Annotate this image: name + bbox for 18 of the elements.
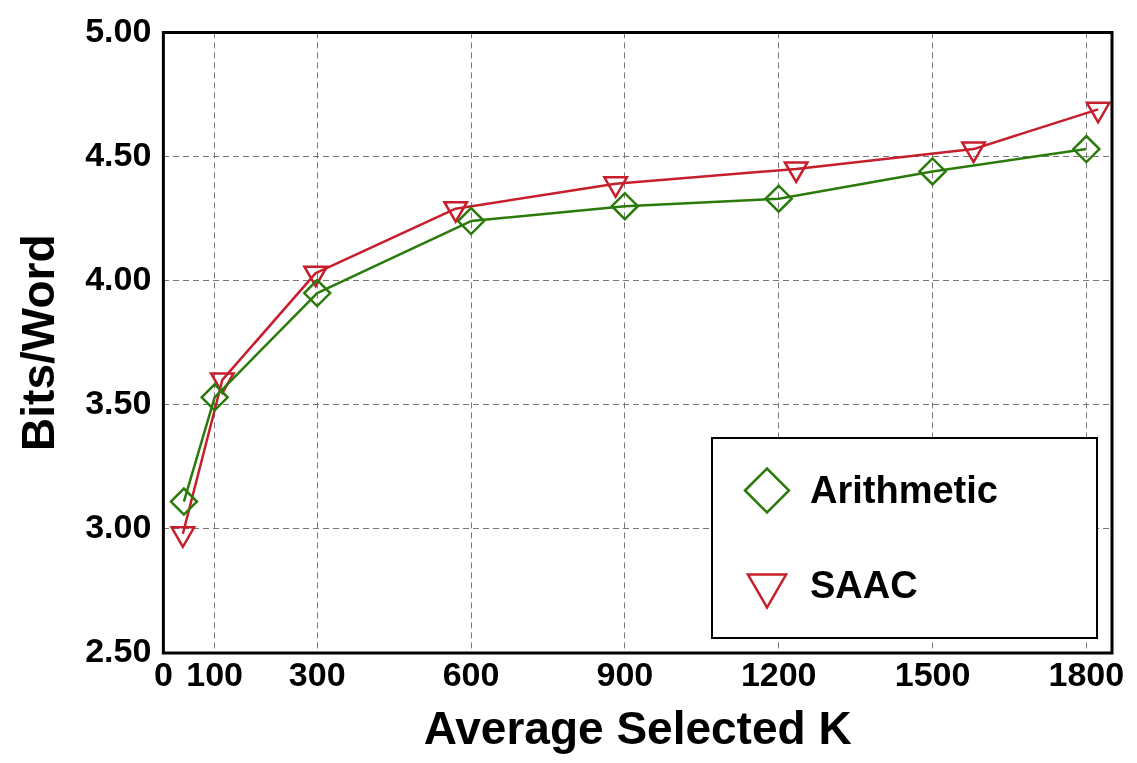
y-tick-label: 4.00: [85, 259, 152, 298]
y-tick-label: 4.50: [85, 134, 152, 173]
y-tick-label: 3.00: [85, 507, 152, 546]
x-tick-label: 100: [186, 654, 244, 693]
y-tick-label: 5.00: [85, 10, 152, 49]
x-tick-label: 0: [153, 654, 173, 693]
legend-label: Arithmetic: [810, 468, 998, 511]
y-tick-label: 2.50: [85, 631, 152, 670]
x-tick-label: 300: [288, 654, 346, 693]
x-axis-title: Average Selected K: [423, 702, 852, 755]
y-axis-title: Bits/Word: [12, 234, 65, 451]
x-tick-label: 1200: [740, 654, 817, 693]
x-tick-label: 600: [442, 654, 500, 693]
x-tick-label: 1500: [894, 654, 971, 693]
x-tick-label: 900: [596, 654, 654, 693]
y-tick-label: 3.50: [85, 383, 152, 422]
x-tick-label: 1800: [1048, 654, 1125, 693]
legend-label: SAAC: [810, 563, 918, 606]
